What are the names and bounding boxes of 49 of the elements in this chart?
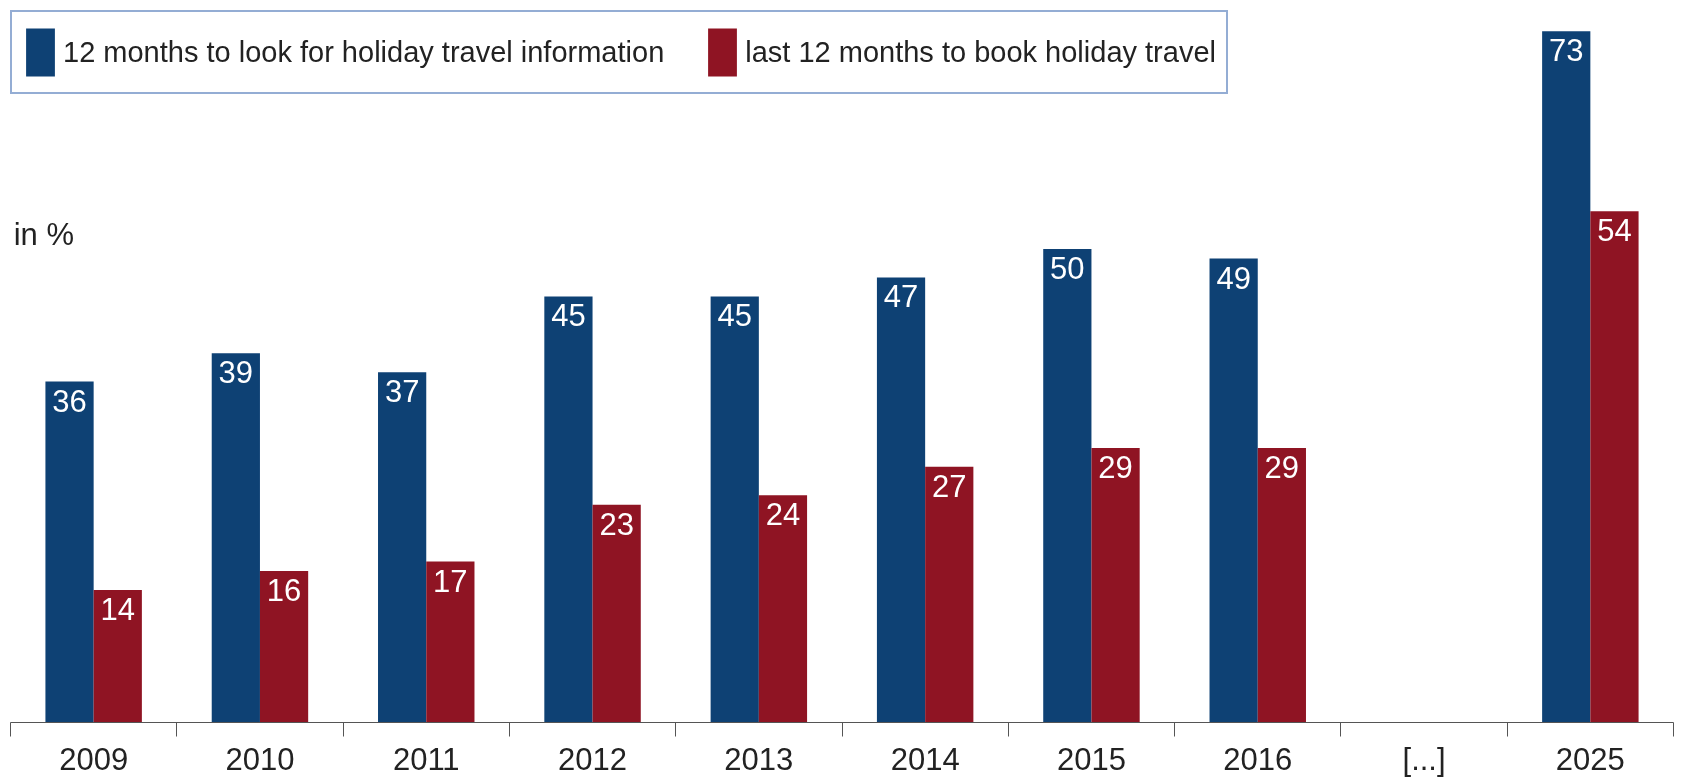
bar	[259, 570, 309, 723]
data-label: 49	[1216, 260, 1251, 296]
x-tick-label: [...]	[1402, 741, 1446, 777]
bar	[93, 589, 142, 723]
bar	[1209, 258, 1258, 723]
data-label: 45	[551, 298, 586, 334]
bar	[1091, 447, 1140, 723]
legend-label: 12 months to look for holiday travel information	[63, 35, 665, 69]
data-label: 29	[1098, 449, 1133, 485]
x-tick-label: 2016	[1223, 741, 1293, 777]
bar	[544, 296, 593, 723]
x-tick-label: 2013	[724, 741, 794, 777]
x-tick-label: 2012	[558, 741, 628, 777]
x-tick-label: 2009	[59, 741, 129, 777]
bar	[426, 561, 475, 723]
data-label: 29	[1264, 449, 1300, 485]
data-label: 23	[599, 506, 634, 542]
data-label: 16	[266, 572, 302, 608]
bar	[592, 504, 641, 723]
legend-label: last 12 months to book holiday travel	[745, 35, 1216, 69]
data-label: 54	[1597, 213, 1632, 249]
bar	[1590, 211, 1639, 723]
data-label: 14	[100, 591, 136, 627]
x-tick-label: 2025	[1555, 741, 1625, 777]
data-label: 36	[52, 383, 87, 419]
bar	[1043, 249, 1092, 723]
data-label: 39	[218, 355, 254, 391]
bar	[710, 296, 759, 723]
x-tick-label: 2010	[225, 741, 295, 777]
bar	[211, 353, 260, 723]
x-tick-label: 2011	[392, 741, 460, 777]
bar	[45, 381, 94, 723]
bar	[1257, 447, 1306, 723]
bar	[925, 466, 974, 723]
data-label: 37	[384, 374, 420, 410]
data-label: 73	[1549, 33, 1584, 69]
data-label: 50	[1050, 251, 1085, 287]
bar	[876, 277, 926, 723]
x-tick-label: 2015	[1056, 741, 1126, 777]
data-label: 45	[717, 298, 752, 334]
x-tick-label: 2014	[890, 741, 960, 777]
bar	[758, 495, 808, 723]
annotation: in %	[13, 217, 74, 253]
data-label: 17	[433, 563, 468, 599]
data-label: 24	[765, 497, 801, 533]
bar	[1542, 31, 1591, 723]
bar	[378, 372, 427, 723]
data-label: 27	[932, 468, 967, 504]
data-label: 47	[883, 279, 919, 315]
